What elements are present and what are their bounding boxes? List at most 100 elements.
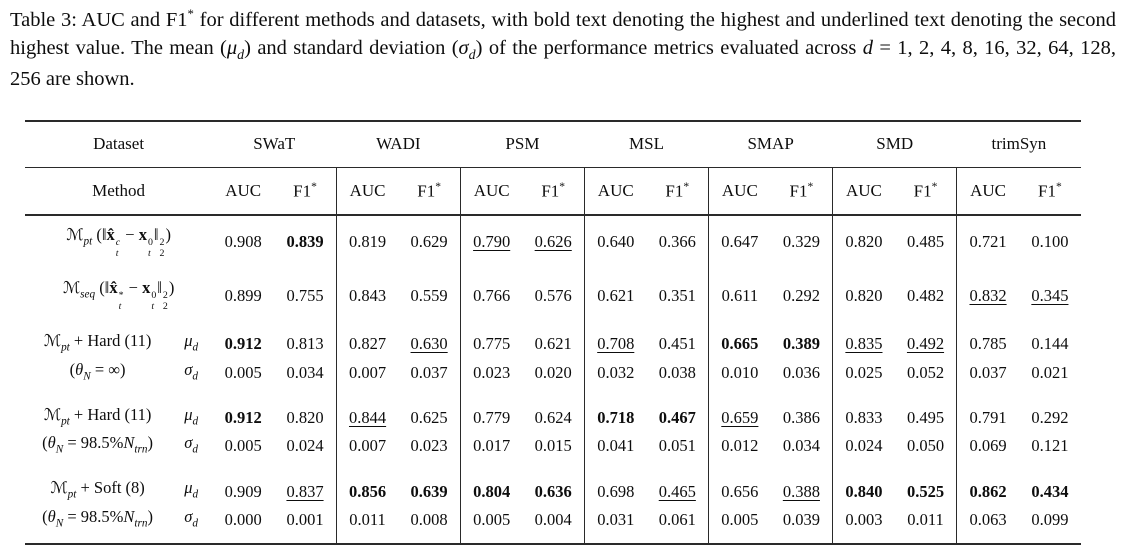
value-cell: 0.037 [410, 362, 448, 382]
value-cell: 0.625 [410, 407, 448, 427]
value-cell: 0.121 [1031, 436, 1069, 456]
mu-label: μd [184, 478, 199, 501]
value-cell: 0.636 [534, 481, 572, 501]
value-cell: 0.037 [956, 358, 1019, 396]
value-cell: 0.804 [459, 469, 523, 506]
method-label: ℳseq (‖x̂ * t − x 0 t ‖ 2 2) [62, 278, 175, 313]
f1-header: F1* [894, 167, 957, 216]
value-cell: 0.011 [335, 505, 399, 545]
method-label-theta: (θN = 98.5%Ntrn) [25, 505, 171, 545]
method-row-mean: ℳpt + Hard (11) μd 0.912 0.820 0.844 0.625 0.7… [25, 395, 1081, 433]
value-cell: 0.005 [224, 362, 262, 382]
f1-header: F1* [522, 167, 585, 216]
value-cell: 0.837 [286, 481, 324, 501]
value-cell: 0.386 [782, 407, 820, 427]
value-cell: 0.485 [906, 232, 945, 252]
sigma-label: σd [170, 505, 213, 545]
value-cell: 0.630 [410, 334, 448, 354]
mu-label: μd [184, 404, 199, 428]
value-cell: 0.023 [459, 358, 523, 396]
value-cell: 0.791 [956, 395, 1019, 433]
value-cell: 0.611 [708, 268, 771, 323]
value-cell: 0.766 [459, 268, 523, 323]
value-cell: 0.099 [1018, 505, 1081, 545]
value-cell: 0.708 [583, 322, 647, 359]
value-cell: 0.005 [224, 436, 262, 456]
f1-header: F1* [770, 167, 833, 216]
value-cell: 0.034 [782, 436, 820, 456]
f1-header: F1* [1018, 167, 1081, 216]
value-cell: 0.721 [956, 214, 1019, 269]
value-cell: 0.621 [583, 268, 647, 323]
value-cell: 0.451 [658, 334, 696, 354]
value-cell: 0.015 [534, 436, 572, 456]
method-row-mean: ℳpt + Hard (11) μd 0.912 0.813 0.827 0.630 0.7… [25, 322, 1081, 359]
value-cell: 0.629 [410, 232, 448, 252]
value-cell: 0.003 [832, 505, 895, 545]
value-cell: 0.775 [459, 322, 523, 359]
value-cell: 0.038 [658, 362, 696, 382]
paper-table-figure: Table 3: AUC and F1* for different metho… [0, 6, 1124, 545]
value-cell: 0.492 [906, 334, 945, 354]
value-cell: 0.052 [906, 362, 945, 382]
value-cell: 0.659 [708, 395, 771, 433]
dataset-name: SMAP [708, 120, 833, 168]
table-caption: Table 3: AUC and F1* for different metho… [10, 7, 1116, 90]
value-cell: 0.862 [956, 469, 1019, 506]
method-header-cell: Method [25, 167, 213, 216]
method-label: ℳpt + Hard (11) [43, 331, 152, 354]
dataset-name: MSL [584, 120, 709, 168]
value-cell: 0.001 [274, 505, 337, 545]
value-cell: 0.819 [335, 214, 399, 269]
value-cell: 0.329 [782, 232, 820, 252]
value-cell: 0.388 [782, 481, 820, 501]
value-cell: 0.007 [335, 432, 399, 470]
value-cell: 0.626 [534, 232, 572, 252]
value-cell: 0.785 [956, 322, 1019, 359]
value-cell: 0.292 [782, 285, 820, 305]
mu-label: μd [184, 331, 199, 354]
value-cell: 0.909 [224, 481, 262, 501]
value-cell: 0.640 [583, 214, 647, 269]
method-row-std: (θN = 98.5%Ntrn) σd 0.000 0.001 0.011 0.008 0.… [25, 505, 1081, 545]
value-cell: 0.899 [224, 285, 262, 305]
sigma-label: σd [184, 359, 199, 382]
value-cell: 0.495 [906, 407, 945, 427]
value-cell: 0.039 [770, 505, 833, 545]
value-cell: 0.559 [410, 285, 448, 305]
dataset-name: PSM [460, 120, 585, 168]
value-cell: 0.017 [459, 432, 523, 470]
f1-header: F1* [274, 167, 337, 216]
value-cell: 0.000 [212, 505, 275, 545]
value-cell: 0.366 [658, 232, 696, 252]
value-cell: 0.144 [1031, 334, 1069, 354]
value-cell: 0.843 [335, 268, 399, 323]
value-cell: 0.024 [286, 436, 324, 456]
value-cell: 0.820 [832, 214, 895, 269]
value-cell: 0.639 [410, 481, 448, 501]
auc-header: AUC [459, 167, 523, 216]
value-cell: 0.525 [906, 481, 945, 501]
value-cell: 0.005 [708, 505, 771, 545]
value-cell: 0.011 [894, 505, 957, 545]
value-cell: 0.813 [286, 334, 324, 354]
value-cell: 0.351 [658, 285, 696, 305]
value-cell: 0.010 [708, 358, 771, 396]
f1-header: F1* [646, 167, 709, 216]
metric-header-row: Method AUC F1* AUC F1* AUC F1* AUC F1* AUC F1* AUC F… [25, 167, 1081, 216]
value-cell: 0.024 [832, 432, 895, 470]
value-cell: 0.698 [583, 469, 647, 506]
value-cell: 0.100 [1031, 232, 1069, 252]
method-row-std: (θN = 98.5%Ntrn) σd 0.005 0.024 0.007 0.023 0.… [25, 432, 1081, 470]
value-cell: 0.008 [398, 505, 461, 545]
dataset-name: SWaT [212, 120, 337, 168]
value-cell: 0.004 [522, 505, 585, 545]
value-cell: 0.856 [335, 469, 399, 506]
sigma-label: σd [184, 433, 199, 456]
value-cell: 0.912 [224, 407, 262, 427]
value-cell: 0.835 [832, 322, 895, 359]
method-row-std: (θN = ∞) σd 0.005 0.034 0.007 0.037 0.023 0.020… [25, 358, 1081, 396]
auc-header: AUC [583, 167, 647, 216]
auc-header: AUC [708, 167, 771, 216]
value-cell: 0.755 [286, 285, 324, 305]
